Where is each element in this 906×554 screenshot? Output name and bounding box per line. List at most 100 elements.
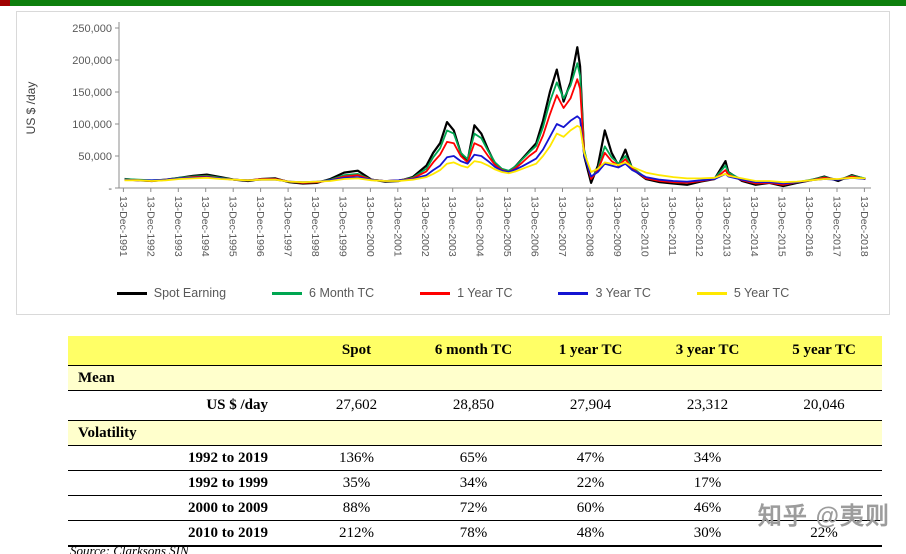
chart-legend: Spot Earning 6 Month TC 1 Year TC 3 Year TC… [17, 286, 889, 300]
table-cell: 30% [649, 520, 766, 547]
legend-label: 6 Month TC [309, 286, 375, 300]
y-tick-label: - [108, 183, 112, 195]
table-cell: 27,602 [298, 390, 415, 421]
column-header-blank [68, 336, 298, 366]
table-cell: 46% [649, 495, 766, 521]
x-tick-label: 13-Dec-2002 [419, 196, 431, 257]
table-cell: 65% [415, 445, 532, 471]
legend-label: 3 Year TC [595, 286, 651, 300]
legend-item-3-year-tc: 3 Year TC [558, 286, 651, 300]
y-tick-label: 250,000 [72, 23, 112, 35]
top-red-accent [0, 0, 10, 6]
section-label-mean: Mean [68, 365, 882, 391]
x-tick-label: 13-Dec-2006 [529, 196, 541, 257]
column-header-6month: 6 month TC [415, 336, 532, 366]
watermark: 知乎 @夷则 [757, 503, 890, 530]
y-tick-label: 100,000 [72, 119, 112, 131]
table-cell: 22% [766, 520, 882, 547]
x-tick-label: 13-Dec-2005 [501, 196, 513, 257]
legend-marker [696, 291, 727, 295]
table-row-2000-2009: 2000 to 2009 88% 72% 60% 46% [68, 495, 882, 521]
table-cell: 136% [298, 445, 415, 471]
x-tick-label: 13-Dec-1991 [117, 196, 129, 257]
x-tick-label: 13-Dec-2013 [721, 196, 733, 257]
series-line-3-year-tc [124, 115, 866, 185]
y-axis-title: US $ /day [24, 82, 38, 135]
x-tick-label: 13-Dec-1997 [282, 196, 294, 257]
legend-item-spot-earning: Spot Earning [116, 286, 227, 300]
table-cell: 78% [415, 520, 532, 547]
x-tick-label: 13-Dec-1993 [172, 196, 184, 257]
legend-marker [272, 291, 303, 295]
legend-marker [420, 291, 451, 295]
x-tick-label: 13-Dec-2010 [638, 196, 650, 257]
column-header-5year: 5 year TC [766, 336, 882, 366]
x-axis: 13-Dec-1991 13-Dec-1992 13-Dec-1993 13-Dec-… [117, 187, 871, 257]
table-cell: 35% [298, 470, 415, 496]
x-tick-label: 13-Dec-2017 [831, 196, 843, 257]
x-tick-label: 13-Dec-1996 [254, 196, 266, 257]
row-label: 1992 to 2019 [68, 445, 298, 471]
column-header-1year: 1 year TC [532, 336, 649, 366]
legend-marker [558, 291, 589, 295]
y-tick-label: 150,000 [72, 87, 112, 99]
table-cell: 22% [532, 470, 649, 496]
table-cell: 60% [532, 495, 649, 521]
table-cell: 20,046 [766, 390, 882, 421]
table-row-1992-2019: 1992 to 2019 136% 65% 47% 34% [68, 445, 882, 471]
x-tick-label: 13-Dec-2016 [803, 196, 815, 257]
table-cell: 48% [532, 520, 649, 547]
x-tick-label: 13-Dec-1992 [144, 196, 156, 257]
legend-label: Spot Earning [153, 286, 227, 300]
table-row-2010-2019: 2010 to 2019 212% 78% 48% 30% 22% [68, 520, 882, 547]
x-tick-label: 13-Dec-2009 [611, 196, 623, 257]
table-cell: 47% [532, 445, 649, 471]
legend-label: 1 Year TC [457, 286, 513, 300]
x-tick-label: 13-Dec-2008 [584, 196, 596, 257]
x-tick-label: 13-Dec-2011 [666, 196, 678, 256]
summary-table: Spot 6 month TC 1 year TC 3 year TC 5 ye… [68, 336, 882, 547]
section-label-volatility: Volatility [68, 420, 882, 446]
row-label-usd-day: US $ /day [68, 390, 298, 421]
row-label: 2010 to 2019 [68, 520, 298, 547]
legend-item-5-year-tc: 5 Year TC [696, 286, 789, 300]
line-chart: - 50,000 100,000 150,000 200,000 250,000 13-De… [24, 22, 871, 257]
table-cell [766, 470, 882, 496]
x-tick-label: 13-Dec-2015 [776, 196, 788, 257]
x-tick-label: 13-Dec-1999 [337, 196, 349, 257]
row-label: 2000 to 2009 [68, 495, 298, 521]
table-cell [766, 495, 882, 521]
source-note: Source: Clarksons SIN [70, 543, 189, 554]
x-tick-label: 13-Dec-2000 [364, 196, 376, 257]
table-cell: 27,904 [532, 390, 649, 421]
table-header-row: Spot 6 month TC 1 year TC 3 year TC 5 ye… [68, 336, 882, 366]
column-header-spot: Spot [298, 336, 415, 366]
legend-item-1-year-tc: 1 Year TC [420, 286, 512, 300]
x-tick-label: 13-Dec-2004 [474, 196, 486, 257]
series-line-5-year-tc [124, 125, 866, 184]
y-tick-label: 50,000 [78, 151, 112, 163]
x-tick-label: 13-Dec-2003 [446, 196, 458, 257]
table-cell: 34% [649, 445, 766, 471]
x-tick-label: 13-Dec-1994 [199, 196, 211, 257]
table-cell: 23,312 [649, 390, 766, 421]
table-cell: 17% [649, 470, 766, 496]
chart-frame: - 50,000 100,000 150,000 200,000 250,000 13-De… [16, 11, 890, 315]
table-cell: 34% [415, 470, 532, 496]
section-row-volatility: Volatility [68, 420, 882, 446]
x-tick-label: 13-Dec-2018 [858, 196, 870, 257]
legend-item-6-month-tc: 6 Month TC [272, 286, 374, 300]
y-axis: - 50,000 100,000 150,000 200,000 250,000 [72, 22, 120, 195]
y-tick-label: 200,000 [72, 55, 112, 67]
x-tick-label: 13-Dec-2007 [556, 196, 568, 257]
table-cell: 28,850 [415, 390, 532, 421]
x-tick-label: 13-Dec-2001 [391, 196, 403, 257]
x-tick-label: 13-Dec-1995 [227, 196, 239, 257]
x-tick-label: 13-Dec-2014 [748, 196, 760, 257]
x-tick-label: 13-Dec-2012 [693, 196, 705, 257]
table-row-mean-values: US $ /day 27,602 28,850 27,904 23,312 20… [68, 390, 882, 421]
row-label: 1992 to 1999 [68, 470, 298, 496]
legend-marker [116, 291, 147, 295]
top-accent-bar [0, 0, 906, 6]
